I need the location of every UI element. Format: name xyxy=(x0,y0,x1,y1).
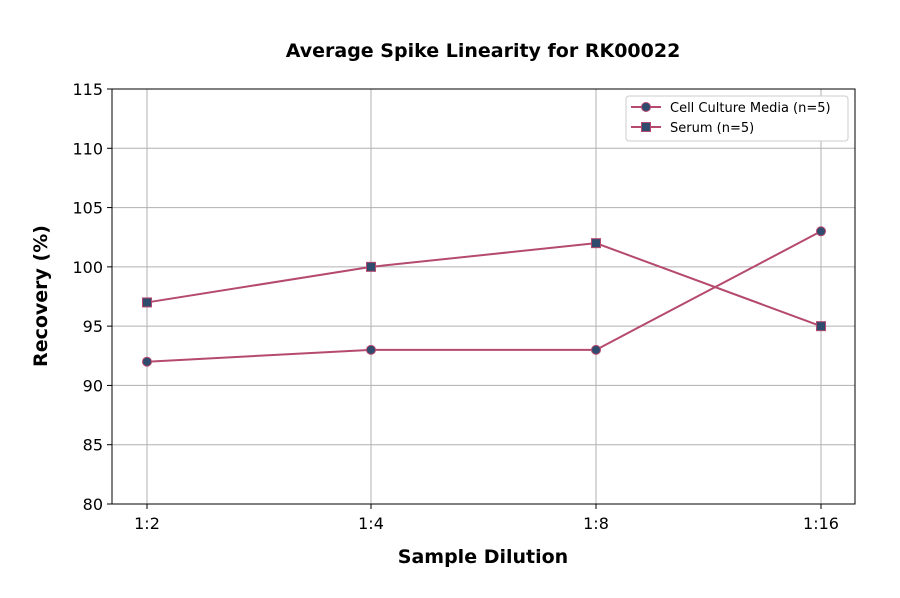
data-point xyxy=(142,356,152,367)
legend-label: Serum (n=5) xyxy=(670,121,754,136)
data-point xyxy=(591,238,601,249)
legend-marker xyxy=(641,102,651,112)
y-tick-label: 110 xyxy=(72,139,103,158)
x-tick-label: 1:4 xyxy=(358,514,384,533)
x-tick-label: 1:2 xyxy=(134,514,160,533)
series-line-1 xyxy=(146,242,822,328)
y-tick-label: 85 xyxy=(83,436,103,455)
y-tick-label: 105 xyxy=(72,199,103,218)
y-tick-label: 115 xyxy=(72,80,103,99)
x-tick-label: 1:8 xyxy=(583,514,609,533)
data-point xyxy=(816,321,826,332)
y-axis-label: Recovery (%) xyxy=(30,225,52,367)
x-axis-label: Sample Dilution xyxy=(398,546,568,568)
data-point xyxy=(591,344,601,355)
y-tick-label: 95 xyxy=(83,317,103,336)
series-line-0 xyxy=(146,230,822,363)
data-point xyxy=(366,344,376,355)
data-point xyxy=(366,261,376,272)
y-tick-label: 80 xyxy=(83,495,103,514)
plot-frame xyxy=(111,88,856,505)
legend-box xyxy=(625,95,849,142)
y-tick-label: 90 xyxy=(83,376,103,395)
x-tick-label: 1:16 xyxy=(803,514,839,533)
y-tick-label: 100 xyxy=(72,258,103,277)
data-point xyxy=(142,297,152,308)
legend-marker xyxy=(641,122,651,132)
chart-title: Average Spike Linearity for RK00022 xyxy=(286,40,681,62)
legend-label: Cell Culture Media (n=5) xyxy=(670,101,831,116)
data-point xyxy=(816,226,826,237)
